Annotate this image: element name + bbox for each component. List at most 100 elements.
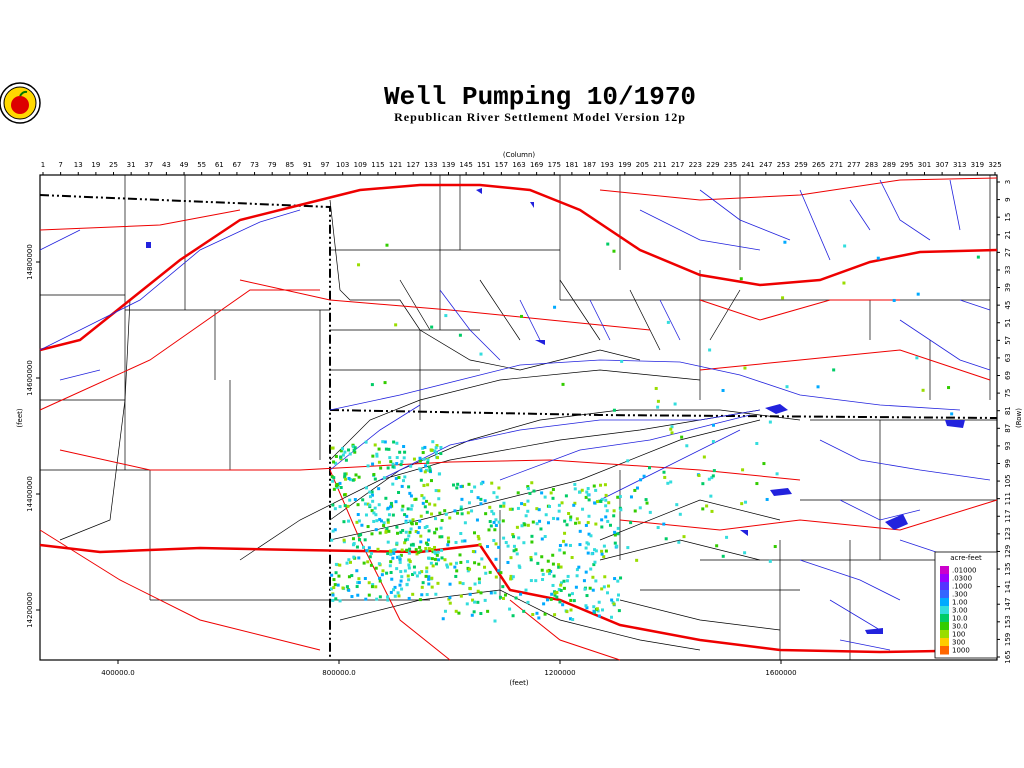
pumping-cell (419, 514, 423, 518)
column-tick-label: 67 (232, 161, 241, 169)
legend-label: .01000 (952, 567, 977, 575)
pumping-cell (347, 588, 351, 592)
pumping-cell (353, 450, 357, 454)
pumping-cell (368, 490, 372, 494)
pumping-cell (403, 513, 407, 517)
pumping-cell (570, 556, 574, 560)
pumping-cell (422, 457, 426, 461)
pumping-cell (448, 601, 452, 605)
pumping-cell (494, 575, 498, 579)
pumping-cell (385, 243, 389, 247)
pumping-cell (425, 566, 429, 570)
pumping-cell (540, 555, 544, 559)
pumping-cell (547, 505, 551, 509)
pumping-cell (433, 503, 437, 507)
row-tick-label: 3 (1004, 180, 1012, 184)
pumping-cell (367, 581, 371, 585)
pumping-cell (572, 599, 576, 603)
pumping-cell (526, 485, 530, 489)
pumping-cell (564, 494, 568, 498)
column-tick-label: 229 (706, 161, 719, 169)
pumping-cell (547, 568, 551, 572)
pumping-cell (567, 593, 571, 597)
pumping-cell (512, 549, 516, 553)
pumping-cell (534, 552, 538, 556)
map-features (39, 174, 998, 661)
pumping-cell (585, 541, 589, 545)
pumping-cell (471, 598, 475, 602)
pumping-cell (506, 560, 510, 564)
row-tick-label: 93 (1004, 441, 1012, 450)
pumping-cell (606, 591, 610, 595)
column-tick-label: 241 (741, 161, 754, 169)
pumping-cell (675, 503, 679, 507)
pumping-cell (553, 591, 557, 595)
pumping-cell (587, 514, 591, 518)
pumping-cell (454, 540, 458, 544)
pumping-cell (781, 296, 785, 300)
pumping-cell (435, 444, 439, 448)
pumping-cell (335, 482, 339, 486)
pumping-cell (341, 447, 345, 451)
pumping-cell (529, 555, 533, 559)
pumping-cell (557, 588, 561, 592)
pumping-cell (422, 484, 426, 488)
pumping-cell (620, 359, 624, 363)
pumping-cell (577, 521, 581, 525)
pumping-cell (398, 557, 402, 561)
row-tick-label: 135 (1004, 562, 1012, 575)
pumping-cell (430, 576, 434, 580)
pumping-cell (594, 549, 598, 553)
column-tick-label: 295 (900, 161, 913, 169)
pumping-cell (947, 386, 951, 390)
pumping-cell (503, 593, 507, 597)
pumping-cell (415, 574, 419, 578)
pumping-cell (648, 510, 652, 514)
pumping-cell (424, 464, 428, 468)
pumping-cell (670, 431, 674, 435)
pumping-cell (662, 470, 666, 474)
pumping-cell (510, 507, 514, 511)
pumping-cell (427, 582, 431, 586)
pumping-cell (603, 575, 607, 579)
pumping-cell (447, 540, 451, 544)
pumping-cell (343, 493, 347, 497)
pumping-cell (407, 566, 411, 570)
legend-label: 100 (952, 631, 965, 639)
pumping-cell (656, 399, 660, 403)
pumping-cell (612, 249, 616, 253)
pumping-cell (378, 576, 382, 580)
pumping-cell (357, 263, 361, 267)
pumping-cell (386, 506, 390, 510)
pumping-cell (606, 242, 610, 246)
pumping-cell (531, 520, 535, 524)
pumping-cell (542, 602, 546, 606)
row-tick-label: 123 (1004, 527, 1012, 540)
pumping-cell (400, 484, 404, 488)
pumping-cell (468, 592, 472, 596)
pumping-cell (613, 577, 617, 581)
pumping-cell (511, 533, 515, 537)
pumping-cell (347, 519, 351, 523)
pumping-cell (399, 553, 403, 557)
pumping-cell (575, 574, 579, 578)
pumping-cell (478, 543, 482, 547)
pumping-cell (497, 486, 501, 490)
pumping-cell (509, 574, 513, 578)
pumping-cell (424, 547, 428, 551)
pumping-cell (347, 476, 351, 480)
pumping-cell (396, 591, 400, 595)
pumping-cell (388, 549, 392, 553)
pumping-cell (398, 583, 402, 587)
pumping-cell (494, 518, 498, 522)
pumping-cell (489, 524, 493, 528)
pumping-cell (740, 502, 744, 506)
legend: acre-feet .01000.0300.1000.3001.003.0010… (934, 551, 998, 659)
column-tick-label: 109 (354, 161, 367, 169)
row-tick-label: 105 (1004, 474, 1012, 487)
pumping-cell (470, 489, 474, 493)
pumping-cell (368, 555, 372, 559)
column-tick-label: 73 (250, 161, 259, 169)
pumping-cell (430, 512, 434, 516)
pumping-cell (768, 559, 772, 563)
